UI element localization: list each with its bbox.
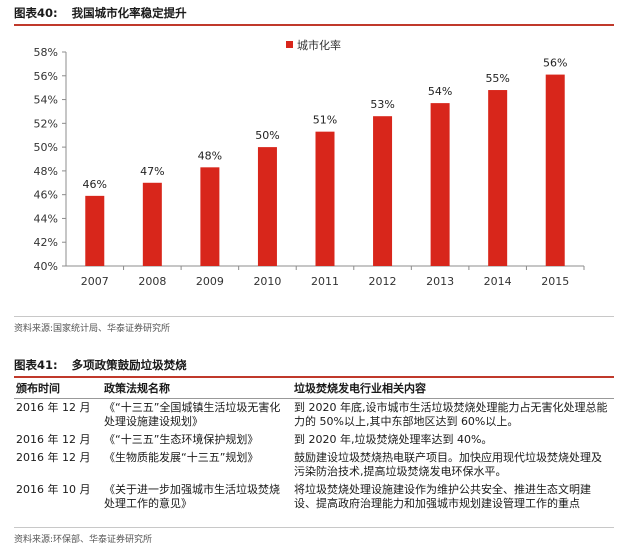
policy-table: 颁布时间 政策法规名称 垃圾焚烧发电行业相关内容 2016 年 12 月 《“十… — [14, 378, 614, 513]
legend-swatch — [286, 41, 293, 48]
x-tick-label: 2008 — [138, 275, 166, 288]
bar-2007 — [85, 195, 105, 266]
bar-2008 — [142, 182, 162, 266]
y-tick-label: 48% — [34, 165, 58, 178]
x-tick-label: 2007 — [81, 275, 109, 288]
figure-41-source: 资料来源:环保部、华泰证券研究所 — [14, 527, 614, 545]
x-tick-label: 2010 — [253, 275, 281, 288]
urbanization-rate-chart: 40% 42% 44% 46% 48% 50% 52% 54% 56% 58% 46% 2007 47%… — [34, 38, 585, 288]
row-content: 到 2020 年底,设市城市生活垃圾焚烧处理能力占无害化处理总能力的 50%以上… — [294, 401, 608, 428]
row-policy-name: 《“十三五”生态环境保护规划》 — [104, 433, 259, 446]
header-policy-name: 政策法规名称 — [102, 378, 292, 399]
table-row: 2016 年 12 月 《“十三五”生态环境保护规划》 到 2020 年,垃圾焚… — [14, 431, 614, 449]
x-tick-label: 2015 — [541, 275, 569, 288]
figure-40-source: 资料来源:国家统计局、华泰证券研究所 — [14, 316, 614, 334]
data-label: 55% — [485, 72, 509, 85]
bar-2013 — [430, 103, 450, 266]
figure-41-title: 图表41: 多项政策鼓励垃圾焚烧 — [14, 354, 614, 378]
legend-label: 城市化率 — [297, 38, 341, 52]
header-related-content: 垃圾焚烧发电行业相关内容 — [292, 378, 614, 399]
bar-2012 — [373, 116, 393, 266]
bar-2009 — [200, 167, 220, 266]
y-tick-label: 44% — [34, 212, 58, 225]
figure-40-title: 图表40: 我国城市化率稳定提升 — [14, 2, 614, 26]
x-tick-label: 2014 — [484, 275, 512, 288]
data-label: 46% — [83, 178, 107, 191]
bar-2010 — [257, 147, 277, 266]
x-tick-label: 2012 — [369, 275, 397, 288]
data-label: 51% — [313, 114, 337, 127]
row-content: 鼓励建设垃圾焚烧热电联产项目。加快应用现代垃圾焚烧处理及污染防治技术,提高垃圾焚… — [294, 451, 602, 478]
data-label: 53% — [370, 98, 394, 111]
y-tick-label: 58% — [34, 46, 58, 59]
y-tick-label: 52% — [34, 117, 58, 130]
figure-40-number: 图表40: — [14, 6, 58, 20]
y-tick-label: 46% — [34, 189, 58, 202]
x-tick-label: 2013 — [426, 275, 454, 288]
row-date: 2016 年 10 月 — [16, 483, 91, 496]
figure-40-caption: 我国城市化率稳定提升 — [71, 6, 187, 20]
row-content: 到 2020 年,垃圾焚烧处理率达到 40%。 — [294, 433, 493, 446]
row-policy-name: 《“十三五”全国城镇生活垃圾无害化处理设施建设规划》 — [104, 401, 281, 428]
data-label: 50% — [255, 129, 279, 142]
table-row: 2016 年 10 月 《关于进一步加强城市生活垃圾焚烧处理工作的意见》 将垃圾… — [14, 481, 614, 513]
table-row: 2016 年 12 月 《生物质能发展“十三五”规划》 鼓励建设垃圾焚烧热电联产… — [14, 449, 614, 481]
row-date: 2016 年 12 月 — [16, 401, 91, 414]
row-date: 2016 年 12 月 — [16, 433, 91, 446]
table-row: 2016 年 12 月 《“十三五”全国城镇生活垃圾无害化处理设施建设规划》 到… — [14, 399, 614, 432]
data-label: 54% — [428, 85, 452, 98]
x-tick-label: 2009 — [196, 275, 224, 288]
data-label: 47% — [140, 165, 164, 178]
y-tick-label: 56% — [34, 70, 58, 83]
row-policy-name: 《生物质能发展“十三五”规划》 — [104, 451, 259, 464]
data-label: 48% — [198, 149, 222, 162]
row-date: 2016 年 12 月 — [16, 451, 91, 464]
bar-2015 — [545, 74, 565, 266]
figure-41-number: 图表41: — [14, 358, 58, 372]
bar-2011 — [315, 131, 335, 266]
y-tick-label: 50% — [34, 141, 58, 154]
data-label: 56% — [543, 57, 567, 70]
header-date: 颁布时间 — [14, 378, 102, 399]
y-tick-label: 54% — [34, 94, 58, 107]
table-header-row: 颁布时间 政策法规名称 垃圾焚烧发电行业相关内容 — [14, 378, 614, 399]
row-content: 将垃圾焚烧处理设施建设作为维护公共安全、推进生态文明建设、提高政府治理能力和加强… — [294, 483, 591, 510]
x-tick-label: 2011 — [311, 275, 339, 288]
row-policy-name: 《关于进一步加强城市生活垃圾焚烧处理工作的意见》 — [104, 483, 280, 510]
y-tick-label: 42% — [34, 236, 58, 249]
figure-41-caption: 多项政策鼓励垃圾焚烧 — [71, 358, 187, 372]
y-tick-label: 40% — [34, 260, 58, 273]
bar-2014 — [488, 90, 508, 266]
